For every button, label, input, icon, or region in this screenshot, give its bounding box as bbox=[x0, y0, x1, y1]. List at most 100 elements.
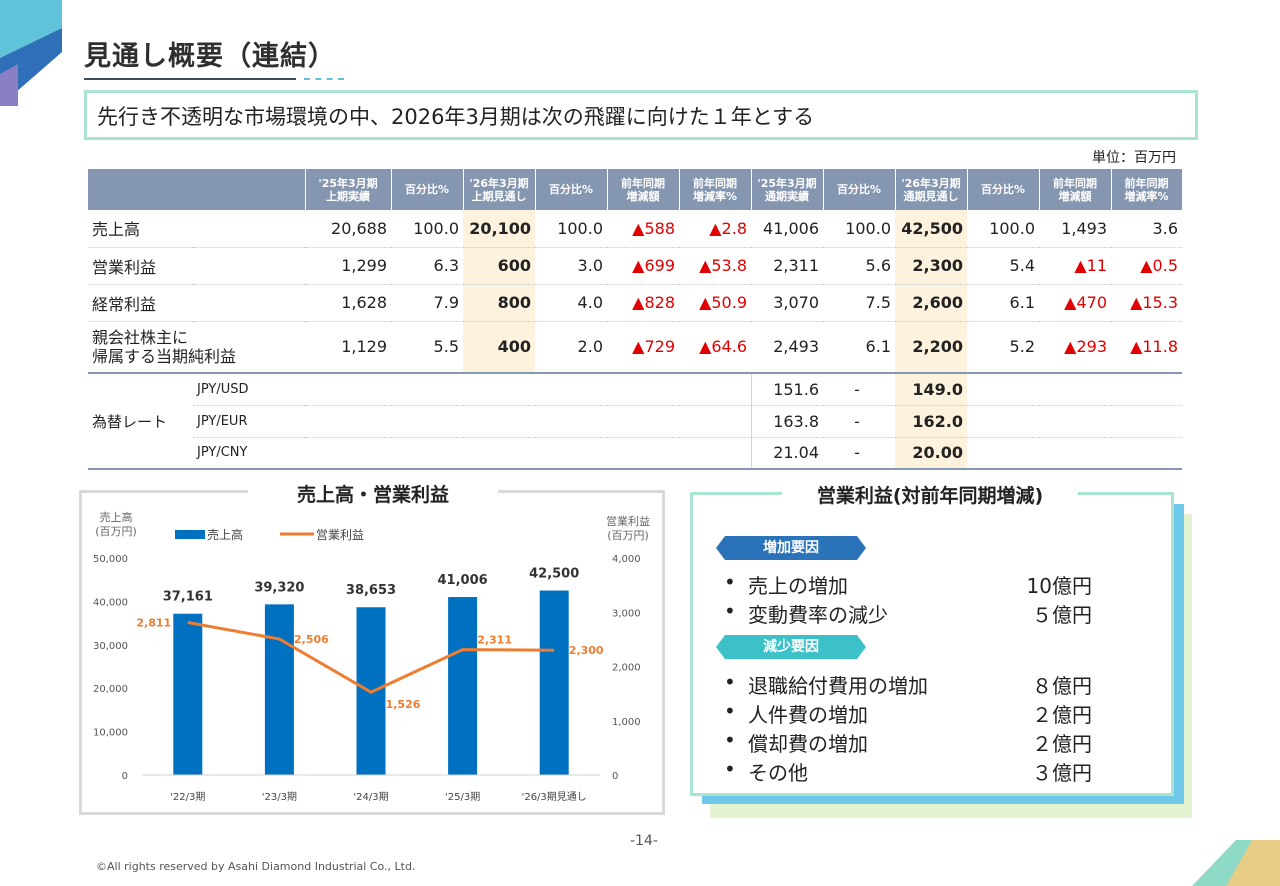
table-cell: 6.1 bbox=[823, 321, 895, 374]
table-cell: 100.0 bbox=[967, 210, 1039, 248]
increase-factor-row: • 変動費率の減少 ５億円 bbox=[724, 599, 1124, 627]
table-cell: 7.9 bbox=[391, 284, 463, 322]
table-cell: ▲64.6 bbox=[679, 321, 751, 374]
table-cell: 2,300 bbox=[895, 247, 967, 285]
left-tick-label: 20,000 bbox=[93, 684, 128, 695]
row-label: 売上高 bbox=[88, 210, 305, 248]
x-tick-label: '24/3期 bbox=[353, 791, 388, 803]
table-cell: 3.6 bbox=[1111, 210, 1182, 248]
table-cell: 20,688 bbox=[305, 210, 391, 248]
bullet: • bbox=[724, 699, 736, 723]
fx-forecast: 162.0 bbox=[895, 405, 967, 438]
corner-decoration bbox=[1192, 840, 1280, 886]
table-cell: ▲2.8 bbox=[679, 210, 751, 248]
table-cell: 5.4 bbox=[967, 247, 1039, 285]
fx-forecast: 20.00 bbox=[895, 437, 967, 470]
decrease-factor-tag: 減少要因 bbox=[716, 635, 866, 659]
decrease-factor-row: • 退職給付費用の増加 ８億円 bbox=[724, 670, 1124, 698]
table-cell: 1,493 bbox=[1039, 210, 1111, 248]
table-cell: 41,006 bbox=[751, 210, 823, 248]
bullet: • bbox=[724, 670, 736, 694]
increase-factor-row: • 売上の増加 10億円 bbox=[724, 570, 1124, 598]
left-tick-label: 10,000 bbox=[93, 728, 128, 739]
fx-label: 為替レート bbox=[88, 373, 193, 470]
table-cell: 6.3 bbox=[391, 247, 463, 285]
table-cell: 5.5 bbox=[391, 321, 463, 374]
financial-table: '25年3月期 上期実績 百分比% '26年3月期 上期見通し 百分比% 前年同期 増減額 前年… bbox=[88, 169, 1183, 470]
left-tick-label: 50,000 bbox=[93, 554, 128, 565]
table-cell: ▲15.3 bbox=[1111, 284, 1182, 322]
table-header-cell: 百分比% bbox=[535, 169, 608, 210]
headline-box: 先行き不透明な市場環境の中、2026年3月期は次の飛躍に向けた１年とする bbox=[84, 90, 1198, 140]
table-cell: 6.1 bbox=[967, 284, 1039, 322]
sales-operating-profit-chart: 売上高(百万円)営業利益(百万円)売上高 営業利益010,00020,00030,… bbox=[93, 510, 650, 803]
bar-value-label: 38,653 bbox=[346, 583, 396, 598]
factor-item: 償却費の増加 bbox=[748, 732, 868, 756]
bar-sales bbox=[448, 597, 478, 775]
table-row: 売上高 20,688 100.0 20,100 100.0 ▲588 ▲2.8 41,006 1… bbox=[88, 210, 1182, 248]
table-cell: 800 bbox=[463, 284, 535, 322]
factor-item: 人件費の増加 bbox=[748, 703, 868, 727]
table-cell: 400 bbox=[463, 321, 535, 374]
fx-pct: - bbox=[823, 405, 895, 438]
line-value-label: 2,311 bbox=[477, 634, 512, 647]
left-axis-title: 売上高 bbox=[100, 510, 133, 524]
right-tick-label: 3,000 bbox=[612, 608, 641, 619]
bar-sales bbox=[539, 590, 569, 775]
table-cell: 5.2 bbox=[967, 321, 1039, 374]
x-tick-label: '26/3期見通し bbox=[522, 791, 587, 803]
fx-actual: 151.6 bbox=[750, 373, 823, 406]
fx-row: 為替レート JPY/USD 151.6-149.0 bbox=[88, 373, 1182, 470]
table-cell: ▲53.8 bbox=[679, 247, 751, 285]
page-title: 見通し概要（連結） bbox=[84, 41, 336, 72]
bar-value-label: 41,006 bbox=[438, 573, 488, 588]
factor-item: 売上の増加 bbox=[748, 574, 848, 598]
title-underline bbox=[84, 78, 296, 80]
bar-sales bbox=[264, 604, 294, 775]
bullet: • bbox=[724, 599, 736, 623]
table-cell: ▲11 bbox=[1039, 247, 1111, 285]
fx-blank bbox=[967, 405, 1182, 438]
table-cell: ▲0.5 bbox=[1111, 247, 1182, 285]
factor-item: 退職給付費用の増加 bbox=[748, 674, 928, 698]
line-value-label: 2,506 bbox=[294, 633, 329, 646]
fx-blank bbox=[305, 405, 751, 438]
table-cell: 20,100 bbox=[463, 210, 535, 248]
table-cell: ▲11.8 bbox=[1111, 321, 1182, 374]
table-header-row: '25年3月期 上期実績 百分比% '26年3月期 上期見通し 百分比% 前年同期 増減額 前年… bbox=[88, 169, 1183, 210]
factor-item: 変動費率の減少 bbox=[748, 603, 888, 627]
fx-currency: JPY/EUR bbox=[193, 405, 305, 438]
right-tick-label: 2,000 bbox=[612, 663, 641, 674]
line-value-label: 2,811 bbox=[136, 617, 171, 630]
unit-label: 単位：百万円 bbox=[1092, 150, 1176, 166]
table-cell: 2.0 bbox=[535, 321, 607, 374]
table-cell: 100.0 bbox=[535, 210, 607, 248]
bullet: • bbox=[724, 757, 736, 781]
table-row: 経常利益 1,628 7.9 800 4.0 ▲828 ▲50.9 3,070 7.5 2,600… bbox=[88, 284, 1182, 322]
table-header-cell: '26年3月期 上期見通し bbox=[463, 169, 536, 210]
decrease-factor-row: • 人件費の増加 ２億円 bbox=[724, 699, 1124, 727]
increase-factor-tag: 増加要因 bbox=[716, 536, 866, 560]
table-cell: 5.6 bbox=[823, 247, 895, 285]
legend-swatch-sales bbox=[175, 530, 205, 539]
decrease-factor-row: • 償却費の増加 ２億円 bbox=[724, 728, 1124, 756]
fx-currency: JPY/USD bbox=[193, 373, 305, 406]
fx-pct: - bbox=[823, 437, 895, 470]
table-cell: 7.5 bbox=[823, 284, 895, 322]
x-tick-label: '23/3期 bbox=[262, 791, 297, 803]
table-cell: 4.0 bbox=[535, 284, 607, 322]
fx-actual: 163.8 bbox=[750, 405, 823, 438]
table-header-cell: 百分比% bbox=[823, 169, 896, 210]
factor-amount: ３億円 bbox=[1032, 761, 1092, 785]
table-cell: ▲293 bbox=[1039, 321, 1111, 374]
bar-sales bbox=[173, 613, 203, 775]
table-cell: 2,200 bbox=[895, 321, 967, 374]
table-cell: 100.0 bbox=[823, 210, 895, 248]
factor-title: 営業利益(対前年同期増減) bbox=[782, 481, 1078, 509]
decrease-factor-row: • その他 ３億円 bbox=[724, 757, 1124, 785]
legend-label-op: 営業利益 bbox=[316, 528, 364, 542]
fx-forecast: 149.0 bbox=[895, 373, 967, 406]
factor-amount: ２億円 bbox=[1032, 732, 1092, 756]
corner-logo-decoration bbox=[0, 0, 62, 106]
table-cell: ▲729 bbox=[607, 321, 679, 374]
